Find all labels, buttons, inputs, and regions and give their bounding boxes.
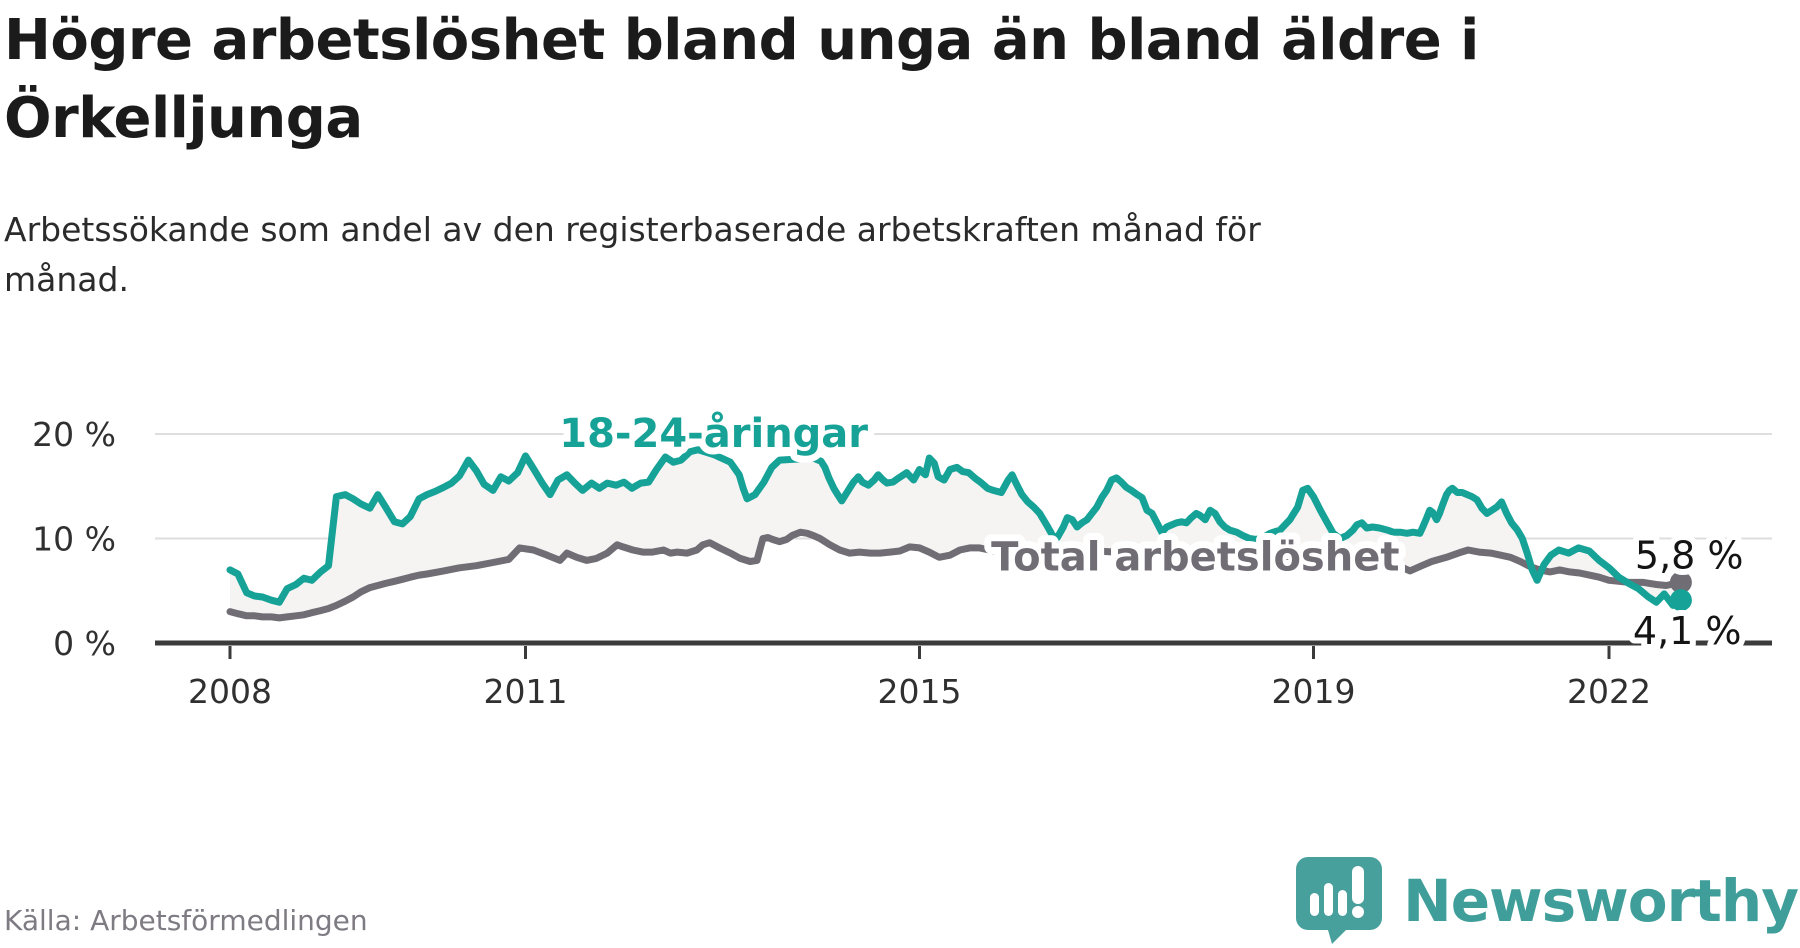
x-axis-label-2015: 2015 [878,672,962,711]
newsworthy-logo[interactable]: Newsworthy [1290,854,1799,948]
youth-series-label: 18-24-åringar [559,410,868,457]
youth-line [226,446,1685,609]
x-axis-label-2019: 2019 [1272,672,1356,711]
logo-bar-3 [1338,890,1348,916]
between-series-fill [230,449,1681,618]
page-title-line1: Högre arbetslöshet bland unga än bland ä… [4,8,1479,73]
x-axis-label-2022: 2022 [1567,672,1651,711]
x-axis-label-2008: 2008 [188,672,272,711]
chart-end-dots [1669,571,1692,612]
chart-subtitle-line1: Arbetssökande som andel av den registerb… [4,210,1261,249]
logo-bar-2 [1324,883,1334,916]
youth-end-dot [1669,589,1692,612]
logo-exclamation-bar [1352,866,1365,904]
total-end-dot [1669,571,1692,594]
newsworthy-wordmark: Newsworthy [1403,867,1799,935]
total-value-label: 5,8 % [1635,533,1744,577]
chart-series-lines [226,446,1685,622]
source-caption: Källa: Arbetsförmedlingen [4,904,368,937]
chart-subtitle-line2: månad. [4,260,129,299]
logo-exclamation-dot [1352,906,1365,918]
chart-subtitle: Arbetssökande som andel av den registerb… [4,205,1261,305]
total-series-label: Total arbetslöshet [991,534,1399,580]
y-axis-label-20: 20 % [32,415,116,454]
y-axis-label-0: 0 % [53,624,116,663]
total-line [226,528,1685,622]
logo-bar-1 [1310,893,1320,916]
page-title-line2: Örkelljunga [4,86,363,151]
youth-value-label: 4,1 % [1633,609,1742,653]
x-axis-label-2011: 2011 [484,672,568,711]
chart-area-fill [230,449,1681,618]
chart-x-axis [155,640,1772,659]
y-axis-label-10: 10 % [32,520,116,559]
page-title: Högre arbetslöshet bland unga än bland ä… [4,2,1479,158]
newsworthy-logo-icon [1296,857,1383,944]
